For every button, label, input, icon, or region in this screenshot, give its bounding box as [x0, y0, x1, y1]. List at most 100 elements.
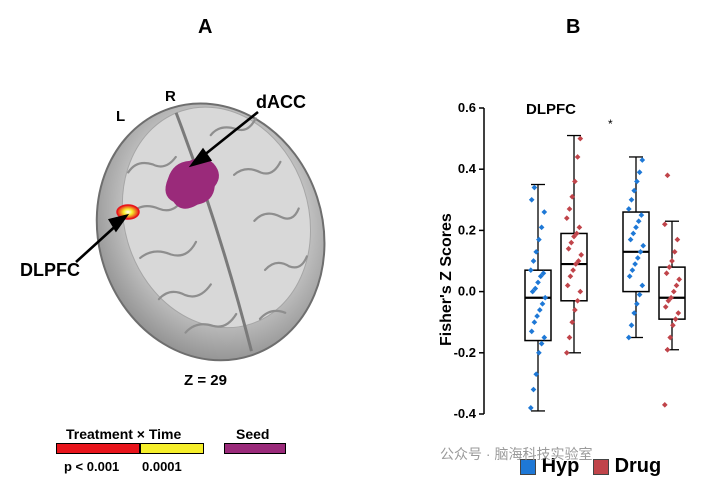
data-point-drug — [567, 273, 574, 280]
data-point-drug — [563, 215, 570, 221]
legend-hyp-label: Hyp — [541, 455, 580, 477]
data-point-drug — [664, 346, 671, 353]
data-point-drug — [572, 307, 578, 313]
data-point-drug — [566, 206, 573, 212]
y-tick-label: 0.0 — [458, 284, 476, 299]
legend-drug-label: Drug — [614, 455, 662, 477]
y-tick-label: -0.2 — [454, 345, 476, 360]
data-point-drug — [668, 294, 674, 301]
data-point-hyp — [626, 273, 633, 280]
box-drug-post — [658, 266, 686, 320]
brain-surface — [95, 102, 326, 362]
data-point-drug — [574, 154, 581, 160]
data-point-hyp — [632, 261, 638, 267]
data-point-hyp — [541, 209, 548, 215]
data-point-drug — [577, 135, 584, 142]
data-point-hyp — [528, 328, 535, 335]
data-point-drug — [565, 245, 572, 252]
data-point-hyp — [636, 291, 643, 298]
data-point-hyp — [528, 196, 535, 203]
data-point-hyp — [527, 405, 534, 411]
data-point-hyp — [538, 224, 545, 231]
data-point-drug — [564, 282, 571, 289]
data-point-hyp — [530, 386, 537, 393]
data-point-hyp — [640, 242, 647, 249]
data-point-hyp — [536, 236, 542, 243]
chart-title: DLPFC — [526, 101, 576, 118]
data-point-hyp — [625, 334, 632, 341]
orientation-left: L — [116, 108, 126, 125]
data-point-hyp — [629, 267, 636, 274]
data-point-drug — [575, 258, 582, 264]
data-point-hyp — [538, 340, 545, 347]
data-point-hyp — [631, 310, 638, 316]
data-point-drug — [676, 276, 683, 283]
legend-yellow-bar — [140, 443, 204, 454]
data-point-hyp — [540, 270, 547, 277]
data-point-hyp — [531, 184, 538, 191]
watermark: 公众号 · 脑海科技实验室 — [440, 446, 593, 462]
data-point-hyp — [625, 206, 632, 212]
data-point-drug — [578, 252, 585, 258]
legend-effect-title: Treatment × Time — [66, 426, 182, 442]
data-point-hyp — [541, 334, 548, 341]
data-point-drug — [662, 304, 669, 310]
legend-p-high: 0.0001 — [142, 459, 182, 474]
legend-red-bar — [56, 443, 140, 454]
data-point-hyp — [634, 178, 640, 185]
data-point-hyp — [630, 230, 637, 237]
data-point-drug — [663, 270, 670, 277]
dlpfc-arrow-line — [75, 221, 121, 263]
label-dacc: dACC — [256, 92, 306, 112]
data-point-drug — [563, 349, 570, 356]
data-point-hyp — [639, 282, 646, 289]
data-point-drug — [672, 316, 679, 322]
data-point-drug — [572, 178, 578, 185]
label-dlpfc: DLPFC — [20, 260, 80, 280]
dlpfc-arrowhead — [107, 213, 130, 233]
data-point-hyp — [634, 301, 640, 307]
box-hyp-pre — [524, 269, 552, 342]
dlpfc-activation — [116, 204, 140, 220]
data-point-drug — [666, 264, 673, 270]
data-point-drug — [574, 297, 581, 304]
dacc-arrow-line — [197, 110, 259, 162]
legend-seed-bar — [224, 443, 286, 454]
data-point-drug — [669, 258, 675, 264]
data-point-hyp — [637, 248, 644, 255]
data-point-hyp — [628, 322, 635, 329]
significance-marker: * — [608, 117, 613, 131]
data-point-drug — [674, 236, 681, 243]
data-point-hyp — [634, 255, 641, 261]
y-tick-label: -0.4 — [454, 406, 477, 421]
data-point-hyp — [530, 258, 537, 264]
data-point-drug — [570, 267, 576, 274]
drug-swatch — [593, 458, 609, 475]
data-point-drug — [664, 172, 671, 179]
y-tick-label: 0.4 — [458, 161, 477, 176]
box-drug-pre — [560, 232, 588, 302]
data-point-hyp — [535, 279, 541, 286]
data-point-drug — [577, 288, 584, 295]
y-tick-label: 0.6 — [458, 100, 476, 115]
data-point-hyp — [532, 285, 539, 292]
data-point-drug — [665, 297, 672, 304]
data-point-drug — [568, 239, 575, 246]
data-point-hyp — [536, 307, 543, 313]
slice-label: Z = 29 — [184, 372, 227, 389]
data-point-hyp — [627, 236, 634, 243]
data-point-hyp — [531, 319, 538, 326]
x-tick-label: Post — [640, 423, 668, 426]
data-point-hyp — [628, 196, 635, 203]
data-point-hyp — [536, 349, 542, 356]
legend-hyp: Hyp — [520, 455, 579, 478]
data-point-hyp — [635, 218, 642, 225]
orientation-right: R — [165, 88, 176, 105]
data-point-drug — [566, 334, 573, 341]
brain-figure — [75, 102, 326, 362]
data-point-drug — [571, 233, 577, 240]
panel-b-letter: B — [566, 16, 581, 38]
data-point-hyp — [539, 301, 546, 307]
legend-seed-title: Seed — [236, 426, 270, 442]
boxplot-chart: -0.4 -0.2 0.0 0.2 0.4 0.6 DLPFC * Pre Post — [454, 100, 686, 426]
